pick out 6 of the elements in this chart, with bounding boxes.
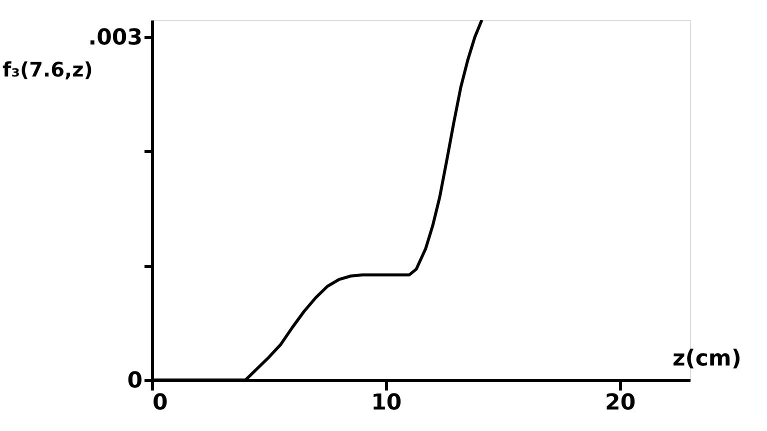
x-tick-label: 0 — [152, 390, 168, 416]
x-tick-label: 20 — [605, 390, 636, 416]
x-tick-label: 10 — [371, 390, 402, 416]
x-axis-title: z(cm) — [672, 346, 742, 372]
y-axis-title: f₃(7.6,z) — [2, 58, 93, 82]
y-tick-label: .003 — [88, 26, 142, 51]
